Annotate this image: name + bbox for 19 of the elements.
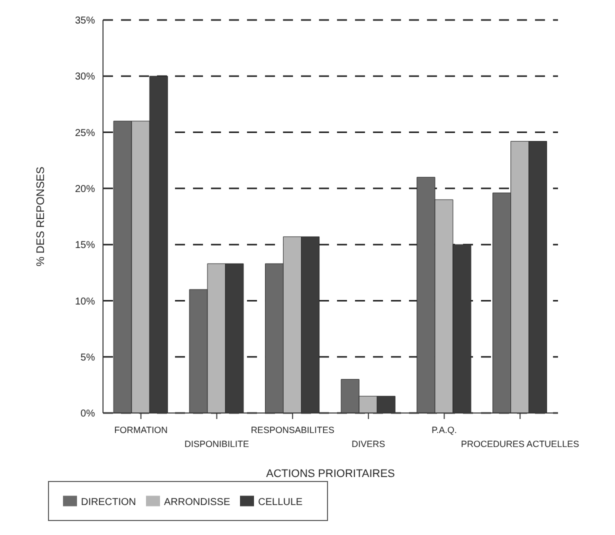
y-tick-label: 20% xyxy=(74,184,96,195)
x-tick-label: FORMATION xyxy=(114,425,168,435)
x-tick-label: RESPONSABILITES xyxy=(250,425,334,435)
x-tick-label: DIVERS xyxy=(352,439,386,449)
legend-label: ARRONDISSE xyxy=(164,497,230,508)
y-tick-label: 25% xyxy=(74,128,96,139)
y-tick-label: 15% xyxy=(74,240,96,252)
y-tick-label: 30% xyxy=(74,72,96,83)
y-tick-label: 35% xyxy=(74,16,96,27)
x-axis-title: ACTIONS PRIORITAIRES xyxy=(266,468,395,480)
legend-label: CELLULE xyxy=(258,497,303,508)
x-tick-label: P.A.Q. xyxy=(432,425,457,435)
y-axis-title: % DES REPONSES xyxy=(34,166,47,266)
y-tick-label: 0% xyxy=(80,408,96,420)
x-tick-label: PROCEDURES ACTUELLES xyxy=(461,439,580,449)
x-tick-label: DISPONIBILITE xyxy=(184,439,250,449)
legend-label: DIRECTION xyxy=(81,497,136,508)
y-tick-label: 5% xyxy=(80,352,96,364)
y-tick-label: 10% xyxy=(74,296,96,308)
